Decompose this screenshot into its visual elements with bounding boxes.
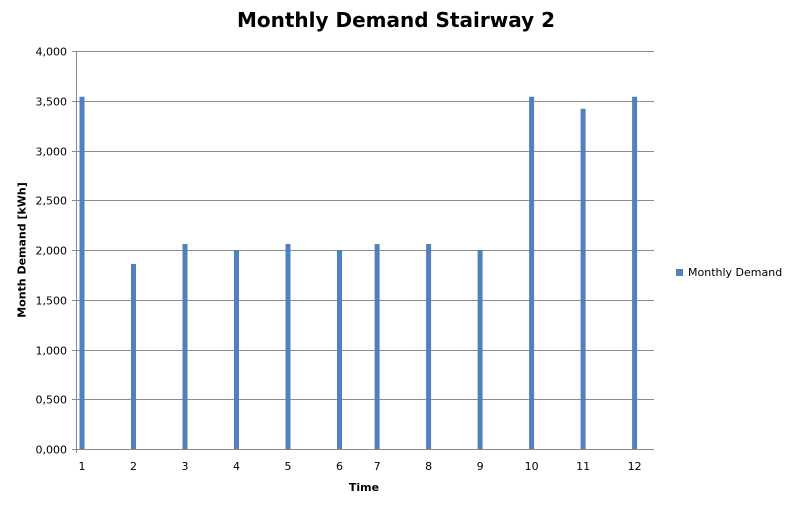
bar xyxy=(234,250,239,449)
x-tick-label: 6 xyxy=(336,460,343,473)
x-tick-label: 11 xyxy=(576,460,590,473)
bar xyxy=(285,244,291,449)
bar xyxy=(477,250,483,449)
chart-title: Monthly Demand Stairway 2 xyxy=(236,8,555,32)
x-tick-label: 1 xyxy=(79,460,86,473)
bar xyxy=(182,244,188,449)
legend: Monthly Demand xyxy=(676,266,782,279)
bar xyxy=(632,96,638,450)
bar xyxy=(580,108,586,450)
y-tick-label: 0,000 xyxy=(36,444,68,457)
y-tick-label: 2,000 xyxy=(36,245,68,258)
y-tick-label: 4,000 xyxy=(36,46,68,59)
bar xyxy=(79,96,85,450)
y-tick-label: 2,500 xyxy=(36,195,68,208)
y-tick-label: 3,500 xyxy=(36,96,68,109)
x-axis-label: Time xyxy=(348,481,380,494)
x-tick-label: 4 xyxy=(233,460,240,473)
bar xyxy=(131,263,136,449)
x-tick-label: 7 xyxy=(374,460,381,473)
legend-swatch xyxy=(676,269,683,276)
x-tick-label: 3 xyxy=(182,460,189,473)
x-tick-label: 12 xyxy=(628,460,642,473)
bar xyxy=(426,244,432,449)
bar xyxy=(337,250,342,449)
x-tick-label: 8 xyxy=(425,460,432,473)
y-tick-label: 0,500 xyxy=(36,394,68,407)
bar xyxy=(374,244,380,449)
bar xyxy=(529,96,535,450)
y-tick-label: 3,000 xyxy=(36,146,68,159)
x-tick-label: 10 xyxy=(525,460,539,473)
x-tick-label: 9 xyxy=(477,460,484,473)
y-tick-label: 1,000 xyxy=(36,345,68,358)
legend-label: Monthly Demand xyxy=(688,266,783,279)
x-tick-label: 5 xyxy=(285,460,292,473)
y-tick-label: 1,500 xyxy=(36,295,68,308)
x-tick-label: 2 xyxy=(130,460,137,473)
